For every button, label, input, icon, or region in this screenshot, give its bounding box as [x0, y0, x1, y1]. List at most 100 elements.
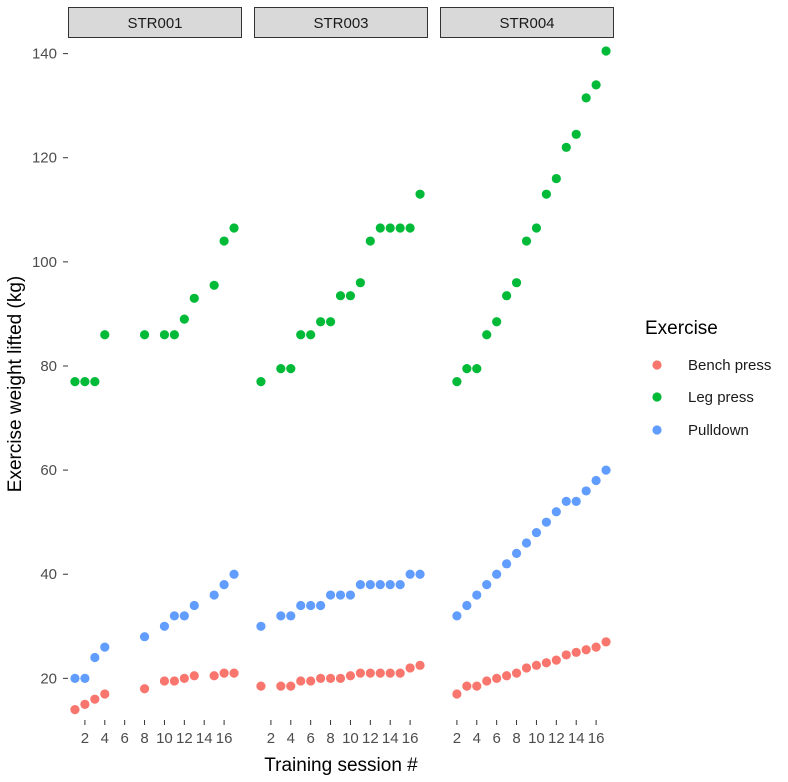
leg-press-point: [581, 93, 591, 103]
x-tick-label: 16: [588, 730, 605, 747]
y-tick-label: 60: [40, 462, 57, 479]
bench-press-point: [502, 671, 512, 681]
leg-press-point: [571, 129, 581, 139]
x-tick-label: 10: [156, 730, 173, 747]
pulldown-point: [601, 465, 611, 475]
pulldown-point: [219, 580, 229, 590]
x-tick-label: 16: [216, 730, 233, 747]
facet-strip-label: STR003: [313, 15, 368, 32]
bench-press-point: [306, 676, 316, 686]
bench-press-point: [511, 668, 522, 678]
leg-press-point: [276, 363, 286, 374]
bench-press-point: [219, 668, 229, 678]
legend-label-leg-press: Leg press: [688, 389, 754, 406]
pulldown-point: [80, 673, 90, 683]
x-tick-label: 12: [362, 730, 379, 747]
leg-press-point: [169, 330, 179, 340]
pulldown-point: [511, 548, 522, 559]
pulldown-point: [452, 611, 462, 621]
bench-press-point: [452, 689, 462, 699]
bench-press-point: [70, 704, 80, 715]
legend-key-pulldown: [652, 425, 662, 435]
x-tick-label: 8: [326, 730, 334, 747]
facet-strip: [440, 7, 614, 38]
leg-press-point: [415, 189, 425, 199]
pulldown-point: [90, 652, 100, 663]
x-tick-label: 4: [101, 730, 109, 747]
pulldown-point: [139, 632, 150, 642]
x-tick-label: 12: [176, 730, 193, 747]
legend-key-bench-press: [652, 360, 662, 370]
x-axis-title: Training session #: [264, 755, 418, 776]
pulldown-point: [492, 569, 502, 579]
bench-press-point: [325, 673, 336, 683]
x-tick-label: 6: [307, 730, 315, 747]
legend-label-pulldown: Pulldown: [688, 422, 749, 439]
leg-press-point: [179, 314, 189, 324]
y-tick-label: 80: [40, 358, 57, 375]
x-tick-label: 2: [453, 730, 461, 747]
x-tick-label: 14: [196, 730, 213, 747]
bench-press-point: [90, 694, 100, 704]
leg-press-point: [80, 377, 90, 387]
bench-press-point: [229, 668, 239, 678]
leg-press-point: [531, 223, 542, 233]
legend-key-leg-press: [652, 392, 662, 402]
leg-press-point: [325, 317, 336, 327]
x-tick-label: 6: [493, 730, 501, 747]
leg-press-point: [286, 363, 296, 374]
leg-press-point: [219, 236, 229, 246]
pulldown-point: [345, 590, 356, 600]
pulldown-point: [405, 569, 415, 579]
bench-press-point: [462, 681, 472, 691]
bench-press-point: [345, 671, 356, 681]
bench-press-point: [482, 676, 492, 686]
bench-press-point: [492, 673, 502, 683]
leg-press-point: [591, 80, 601, 90]
pulldown-point: [531, 527, 542, 538]
bench-press-point: [335, 673, 346, 683]
leg-press-point: [355, 278, 365, 288]
pulldown-point: [385, 580, 395, 590]
leg-press-point: [521, 236, 532, 246]
leg-press-point: [452, 377, 462, 387]
bench-press-point: [286, 681, 296, 691]
leg-press-point: [296, 330, 306, 340]
facet-strip: [254, 7, 428, 38]
bench-press-point: [571, 647, 581, 657]
leg-press-point: [511, 278, 522, 288]
pulldown-point: [179, 611, 189, 621]
pulldown-point: [502, 559, 512, 569]
bench-press-point: [531, 660, 542, 670]
x-tick-label: 8: [140, 730, 148, 747]
x-tick-label: 10: [528, 730, 545, 747]
bench-press-point: [561, 650, 571, 660]
pulldown-point: [365, 580, 375, 590]
bench-press-point: [159, 676, 170, 686]
x-tick-label: 8: [512, 730, 520, 747]
y-tick-label: 40: [40, 566, 57, 583]
bench-press-point: [601, 637, 611, 647]
bench-press-point: [521, 663, 532, 673]
leg-press-point: [139, 330, 150, 340]
pulldown-point: [561, 496, 571, 506]
bench-press-point: [139, 684, 150, 694]
leg-press-point: [405, 223, 415, 233]
leg-press-point: [462, 363, 472, 374]
leg-press-point: [335, 291, 346, 301]
leg-press-point: [601, 46, 611, 56]
leg-press-point: [70, 377, 80, 387]
bench-press-point: [395, 668, 405, 678]
x-tick-label: 10: [342, 730, 359, 747]
legend-title: Exercise: [645, 318, 718, 339]
leg-press-point: [482, 330, 492, 340]
pulldown-point: [286, 611, 296, 621]
leg-press-point: [316, 317, 326, 327]
pulldown-point: [375, 580, 385, 590]
facet-strip-label: STR004: [499, 15, 554, 32]
leg-press-point: [551, 173, 561, 184]
pulldown-point: [189, 600, 199, 611]
leg-press-point: [395, 223, 405, 233]
facet-strip: [68, 7, 242, 38]
